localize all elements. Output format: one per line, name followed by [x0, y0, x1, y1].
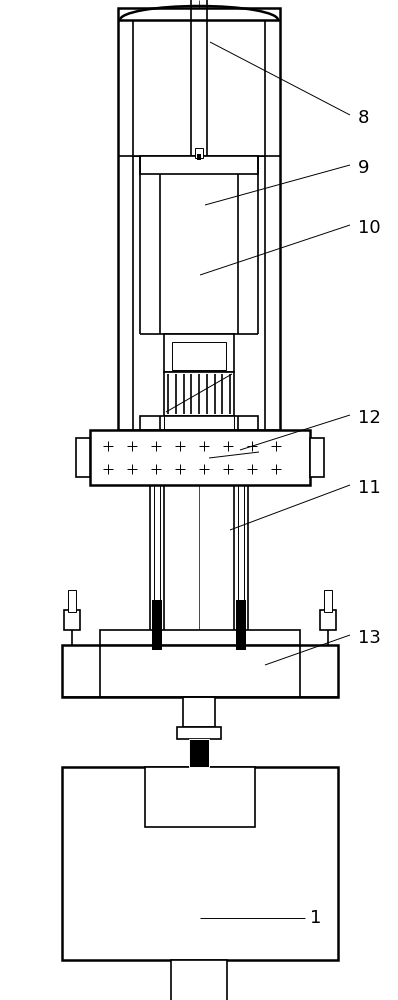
Bar: [64, 610, 80, 630]
Bar: [177, 727, 221, 739]
Bar: [76, 438, 90, 477]
Bar: [62, 767, 338, 960]
Text: 12: 12: [358, 409, 381, 427]
Bar: [195, 148, 203, 158]
Text: 10: 10: [358, 219, 380, 237]
Bar: [68, 590, 76, 612]
Bar: [310, 438, 324, 477]
Bar: [164, 334, 234, 372]
Bar: [324, 590, 332, 612]
Bar: [100, 630, 300, 645]
Bar: [118, 8, 280, 430]
Bar: [197, 154, 201, 160]
Text: 8: 8: [358, 109, 369, 127]
Bar: [183, 697, 215, 727]
Text: 13: 13: [358, 629, 381, 647]
Bar: [236, 600, 246, 650]
Bar: [164, 372, 234, 416]
Bar: [90, 430, 310, 485]
Bar: [320, 610, 336, 630]
Bar: [140, 156, 258, 174]
Bar: [62, 645, 338, 697]
Bar: [140, 416, 258, 430]
Bar: [145, 767, 255, 827]
Bar: [189, 739, 209, 767]
Text: 9: 9: [358, 159, 369, 177]
Bar: [171, 960, 227, 1000]
Text: 11: 11: [358, 479, 381, 497]
Bar: [152, 600, 162, 650]
Bar: [172, 342, 226, 370]
Bar: [189, 739, 209, 767]
Text: 1: 1: [310, 909, 321, 927]
